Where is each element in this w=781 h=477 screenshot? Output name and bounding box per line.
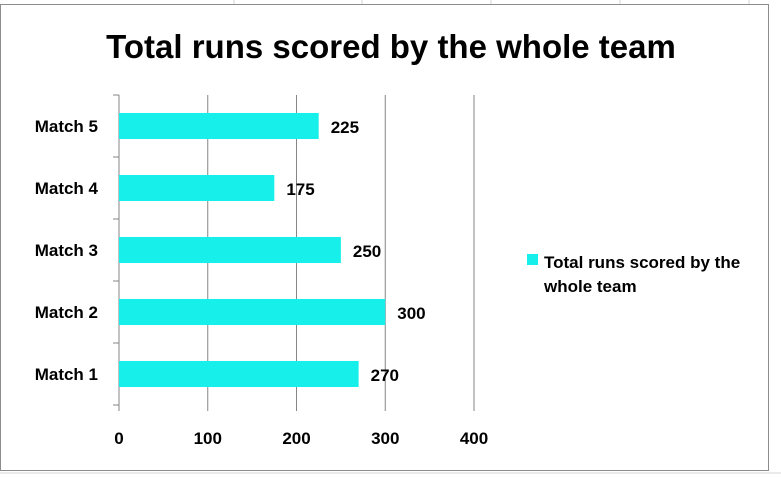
bar-match-3	[119, 236, 341, 264]
category-label-match-4: Match 4	[35, 179, 99, 198]
legend-entry-line-2: whole team	[543, 277, 637, 296]
chart-title: Total runs scored by the whole team	[106, 28, 676, 65]
data-label-match-5: 225	[331, 118, 359, 137]
bar-match-4	[119, 174, 275, 202]
bar-match-2	[119, 298, 386, 326]
bars	[119, 112, 386, 388]
x-tick-label-300: 300	[371, 429, 399, 448]
data-label-match-2: 300	[397, 304, 425, 323]
category-label-match-3: Match 3	[35, 241, 98, 260]
data-label-match-3: 250	[353, 242, 381, 261]
x-tick-label-0: 0	[114, 429, 123, 448]
legend: Total runs scored by the whole team	[527, 253, 745, 296]
data-labels: 270 300 250 175 225	[286, 118, 425, 385]
legend-swatch	[527, 254, 538, 265]
category-label-match-5: Match 5	[35, 117, 98, 136]
legend-entry: Total runs scored by the whole team	[543, 253, 745, 296]
category-label-match-1: Match 1	[35, 365, 98, 384]
legend-entry-line-1: Total runs scored by the	[544, 253, 740, 272]
bar-match-1	[119, 360, 359, 388]
data-label-match-1: 270	[371, 366, 399, 385]
data-label-match-4: 175	[286, 180, 314, 199]
bar-match-5	[119, 112, 319, 140]
x-tick-label-100: 100	[194, 429, 222, 448]
x-tick-label-200: 200	[282, 429, 310, 448]
category-label-match-2: Match 2	[35, 303, 98, 322]
x-tick-label-400: 400	[460, 429, 488, 448]
axes: 0 100 200 300 400 Match 1 Match 2 Match 3 Match …	[35, 94, 488, 448]
